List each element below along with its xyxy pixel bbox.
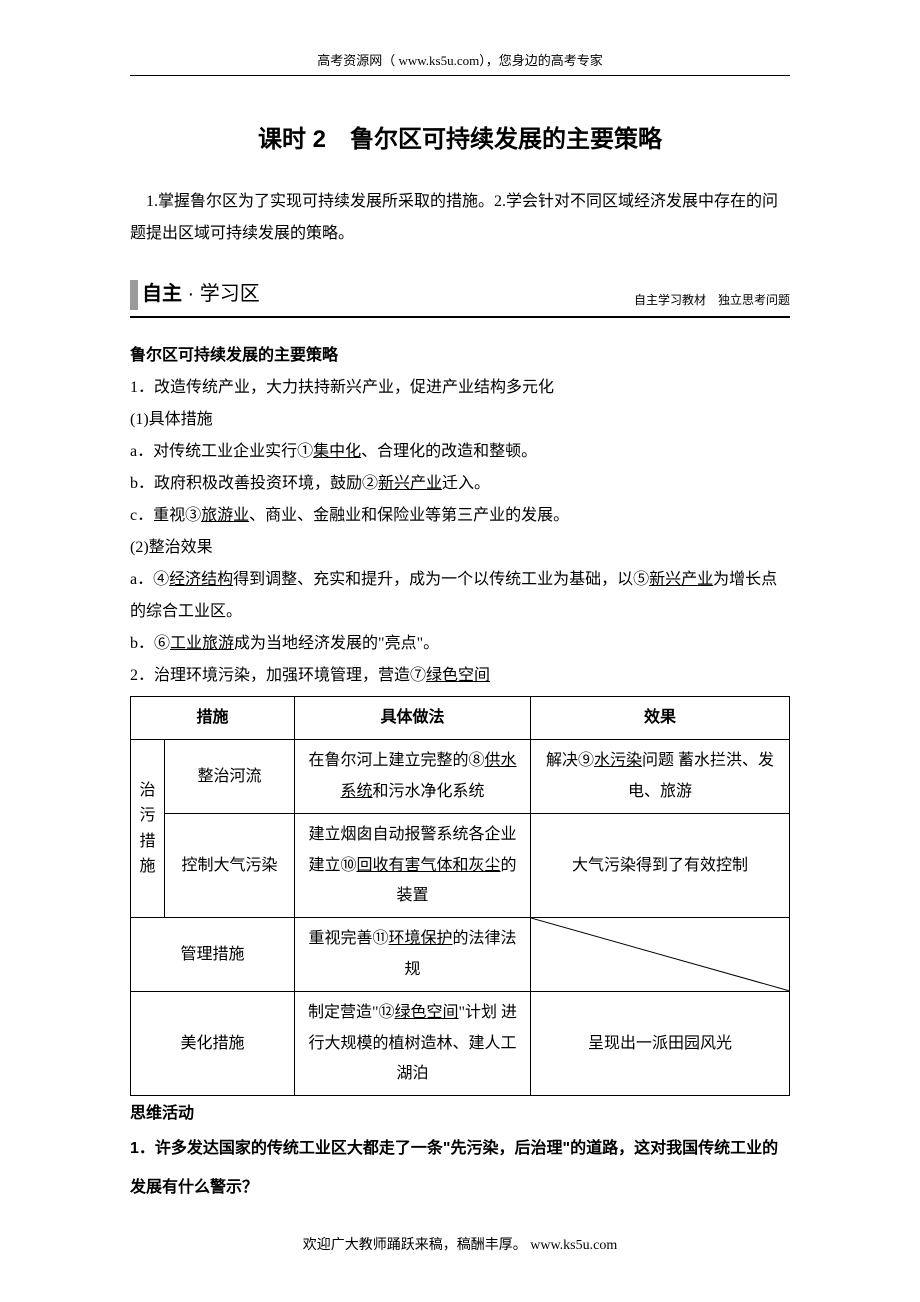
- r1-act-post: 和污水净化系统: [373, 783, 485, 800]
- m1b-u: 新兴产业: [378, 475, 442, 492]
- section-bar-title: 自主 · 学习区: [142, 274, 260, 316]
- r4-effect: 呈现出一派田园风光: [531, 992, 790, 1096]
- r1-name: 整治河流: [165, 740, 295, 814]
- r4-name: 美化措施: [131, 992, 295, 1096]
- r3-act-u: 环境保护: [388, 930, 452, 947]
- th-action: 具体做法: [295, 697, 531, 740]
- measure-c: c．重视③旅游业、商业、金融业和保险业等第三产业的发展。: [130, 500, 790, 532]
- m1c-u: 旅游业: [201, 507, 249, 524]
- m2a-pre: a．④: [130, 571, 169, 588]
- m2a-u1: 经济结构: [169, 571, 233, 588]
- r2-action: 建立烟囱自动报警系统各企业建立⑩回收有害气体和灰尘的装置: [295, 814, 531, 918]
- r3-act-pre: 重视完善⑪: [308, 930, 388, 947]
- table-row: 美化措施 制定营造"⑫绿色空间"计划 进行大规模的植树造林、建人工湖泊 呈现出一…: [131, 992, 790, 1096]
- r3-action: 重视完善⑪环境保护的法律法规: [295, 918, 531, 992]
- table-header-row: 措施 具体做法 效果: [131, 697, 790, 740]
- table-row: 治污措施 整治河流 在鲁尔河上建立完整的⑧供水系统和污水净化系统 解决⑨水污染问…: [131, 740, 790, 814]
- section-bar-bold: 自主: [142, 283, 182, 305]
- line2-u: 绿色空间: [426, 667, 490, 684]
- section-bar-subtitle: 自主学习教材 独立思考问题: [634, 288, 790, 316]
- m2b-u: 工业旅游: [170, 635, 234, 652]
- section-bar-rest: · 学习区: [182, 283, 260, 305]
- table-row: 控制大气污染 建立烟囱自动报警系统各企业建立⑩回收有害气体和灰尘的装置 大气污染…: [131, 814, 790, 918]
- measures-table: 措施 具体做法 效果 治污措施 整治河流 在鲁尔河上建立完整的⑧供水系统和污水净…: [130, 696, 790, 1096]
- section-bar-block-icon: [130, 280, 138, 310]
- effect-b: b．⑥工业旅游成为当地经济发展的"亮点"。: [130, 628, 790, 660]
- m2a-mid: 得到调整、充实和提升，成为一个以传统工业为基础，以⑤: [233, 571, 649, 588]
- group-pollution-label: 治污措施: [138, 778, 157, 880]
- effect-label: (2)整治效果: [130, 532, 790, 564]
- r3-effect-empty: [531, 918, 790, 992]
- r2-name: 控制大气污染: [165, 814, 295, 918]
- strategy-line2: 2．治理环境污染，加强环境管理，营造⑦绿色空间: [130, 660, 790, 692]
- m1a-pre: a．对传统工业企业实行①: [130, 443, 313, 460]
- r4-action: 制定营造"⑫绿色空间"计划 进行大规模的植树造林、建人工湖泊: [295, 992, 531, 1096]
- content-area: 课时 2 鲁尔区可持续发展的主要策略 1.掌握鲁尔区为了实现可持续发展所采取的措…: [0, 76, 920, 1207]
- r3-name: 管理措施: [131, 918, 295, 992]
- m1b-pre: b．政府积极改善投资环境，鼓励②: [130, 475, 378, 492]
- line2-pre: 2．治理环境污染，加强环境管理，营造⑦: [130, 667, 426, 684]
- m1a-post: 、合理化的改造和整顿。: [361, 443, 537, 460]
- diagonal-line-icon: [531, 918, 789, 991]
- group-pollution: 治污措施: [131, 740, 165, 918]
- lesson-intro: 1.掌握鲁尔区为了实现可持续发展所采取的措施。2.学会针对不同区域经济发展中存在…: [130, 186, 790, 250]
- table-row: 管理措施 重视完善⑪环境保护的法律法规: [131, 918, 790, 992]
- th-effect: 效果: [531, 697, 790, 740]
- m1b-post: 迁入。: [442, 475, 490, 492]
- section-bar-left: 自主 · 学习区: [130, 274, 260, 316]
- r4-act-u: 绿色空间: [394, 1004, 458, 1021]
- m1c-pre: c．重视③: [130, 507, 201, 524]
- page-header: 高考资源网（ www.ks5u.com），您身边的高考专家: [0, 0, 920, 69]
- m2b-post: 成为当地经济发展的"亮点"。: [234, 635, 439, 652]
- strategy-heading: 鲁尔区可持续发展的主要策略: [130, 340, 790, 372]
- header-text: 高考资源网（ www.ks5u.com），您身边的高考专家: [317, 53, 603, 68]
- m1a-u: 集中化: [313, 443, 361, 460]
- r4-act-pre: 制定营造"⑫: [308, 1004, 395, 1021]
- section-bar: 自主 · 学习区 自主学习教材 独立思考问题: [130, 274, 790, 318]
- page-footer: 欢迎广大教师踊跃来稿，稿酬丰厚。 www.ks5u.com: [0, 1234, 920, 1254]
- measures-label: (1)具体措施: [130, 404, 790, 436]
- m2a-u2: 新兴产业: [649, 571, 713, 588]
- strategy-line1: 1．改造传统产业，大力扶持新兴产业，促进产业结构多元化: [130, 372, 790, 404]
- r2-act-u: 回收有害气体和灰尘: [356, 857, 500, 874]
- effect-a: a．④经济结构得到调整、充实和提升，成为一个以传统工业为基础，以⑤新兴产业为增长…: [130, 564, 790, 628]
- measure-a: a．对传统工业企业实行①集中化、合理化的改造和整顿。: [130, 436, 790, 468]
- r2-effect: 大气污染得到了有效控制: [531, 814, 790, 918]
- r1-effect: 解决⑨水污染问题 蓄水拦洪、发电、旅游: [531, 740, 790, 814]
- r1-eff-pre: 解决⑨: [546, 752, 594, 769]
- r1-eff-post: 问题 蓄水拦洪、发电、旅游: [628, 752, 774, 799]
- thinking-q1: 1．许多发达国家的传统工业区大都走了一条"先污染，后治理"的道路，这对我国传统工…: [130, 1130, 790, 1207]
- r1-eff-u: 水污染: [594, 752, 642, 769]
- r1-action: 在鲁尔河上建立完整的⑧供水系统和污水净化系统: [295, 740, 531, 814]
- thinking-label: 思维活动: [130, 1098, 790, 1130]
- lesson-title: 课时 2 鲁尔区可持续发展的主要策略: [130, 116, 790, 164]
- th-measure: 措施: [131, 697, 295, 740]
- m1c-post: 、商业、金融业和保险业等第三产业的发展。: [249, 507, 569, 524]
- measure-b: b．政府积极改善投资环境，鼓励②新兴产业迁入。: [130, 468, 790, 500]
- r1-act-pre: 在鲁尔河上建立完整的⑧: [308, 752, 484, 769]
- m2b-pre: b．⑥: [130, 635, 170, 652]
